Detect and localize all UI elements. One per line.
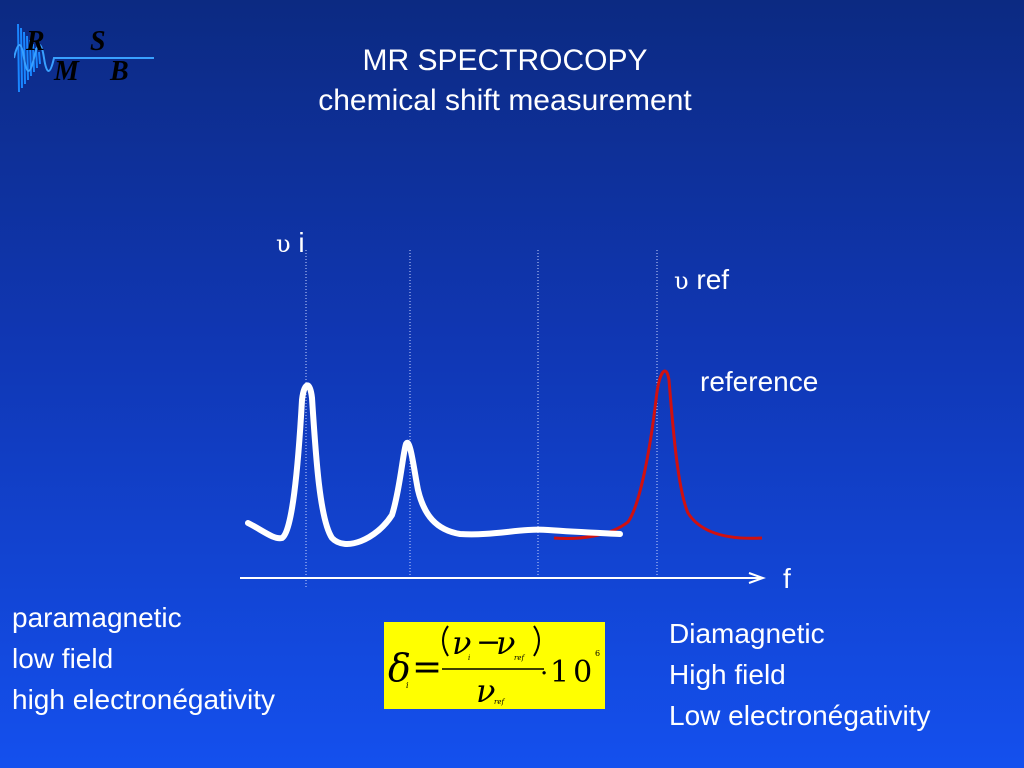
delta-subscript: i [406,681,409,690]
description-line: high electronégativity [12,684,276,715]
diamagnetic-description: Diamagnetic High field Low electronégati… [669,613,930,736]
multiply-dot: · [540,659,548,689]
axis-label-f: f [783,563,791,594]
axis-arrow-icon [748,572,766,584]
chemical-shift-formula: δ i = ν i − ν ref ν ref · 10 6 [384,622,605,710]
description-line: paramagnetic [12,602,182,633]
delta-symbol: δ [388,646,411,690]
description-line: High field [669,659,786,690]
paren-right-icon [533,625,540,657]
minus-sign: − [476,625,501,660]
logo-signal-icon [13,23,154,93]
paren-left-icon [442,625,449,657]
nu-symbol: υ [674,267,689,295]
rmsb-logo: R S M B [13,22,164,98]
nu-i-subscript: i [468,654,470,662]
page-title: MR SPECTROCOPY [362,44,648,77]
page-subtitle: chemical shift measurement [318,84,692,117]
description-line: Low electronégativity [669,700,931,731]
formula-drawing: δ i = ν i − ν ref ν ref · 10 6 [388,624,600,710]
logo-letter-r: R [26,26,45,57]
nu-i-label: υ i [276,229,305,257]
nu-ref-suffix: ref [696,264,730,295]
logo-letter-b: B [110,56,129,87]
nu-symbol: υ [276,230,291,258]
nu-ref: ν [496,624,515,662]
exponent: 6 [595,649,600,658]
nu-i-suffix: i [298,227,305,258]
reference-label: reference [700,366,819,397]
description-line: low field [12,643,114,674]
nu-ref-denominator-subscript: ref [494,698,505,706]
logo-letter-m: M [54,56,79,87]
nu-i: ν [452,624,471,662]
nu-ref-label: υ ref [674,266,729,294]
nu-ref-denominator: ν [476,672,495,709]
reference-curve [553,369,763,540]
equals-sign: = [412,647,442,688]
paramagnetic-description: paramagnetic low field high electronégat… [12,597,275,720]
nu-ref-subscript: ref [514,654,525,662]
sample-curve [245,382,623,547]
description-line: Diamagnetic [669,618,825,649]
ten: 10 [550,655,596,690]
logo-letter-s: S [90,26,106,57]
